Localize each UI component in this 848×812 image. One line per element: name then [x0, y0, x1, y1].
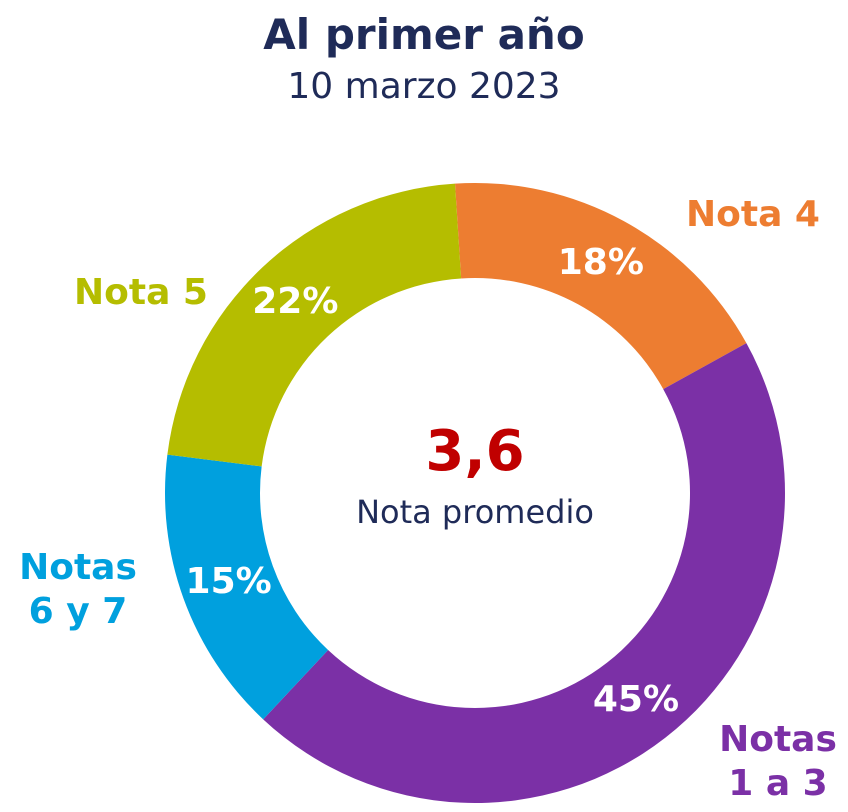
category-label: Nota 4: [686, 194, 820, 235]
value-label: 18%: [557, 242, 644, 284]
category-label: Notas 6 y 7: [19, 547, 137, 632]
center-value: 3,6: [425, 419, 525, 484]
chart-subtitle: 10 marzo 2023: [287, 66, 561, 107]
center-caption: Nota promedio: [356, 493, 594, 531]
donut-slice: [167, 183, 462, 467]
value-label: 45%: [592, 678, 680, 720]
category-label: Nota 5: [74, 272, 208, 313]
value-label: 22%: [252, 281, 339, 323]
donut-slice: [454, 183, 747, 390]
donut-slice: [263, 343, 785, 803]
chart-title: Al primer año: [263, 10, 585, 59]
category-label: Notas 1 a 3: [719, 719, 837, 804]
donut-slice: [165, 454, 329, 720]
value-label: 15%: [185, 561, 272, 603]
